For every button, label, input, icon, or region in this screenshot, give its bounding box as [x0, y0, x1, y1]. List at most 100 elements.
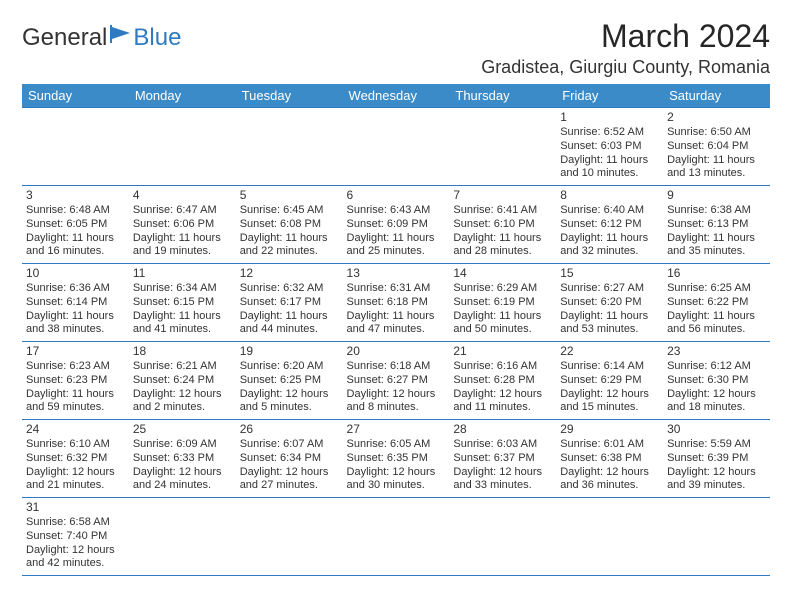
calendar-cell: 30Sunrise: 5:59 AMSunset: 6:39 PMDayligh…: [663, 420, 770, 498]
daylight-line-1: Daylight: 12 hours: [347, 466, 446, 480]
daylight-line-2: and 59 minutes.: [26, 401, 125, 415]
day-number: 6: [347, 188, 446, 203]
calendar-cell: 4Sunrise: 6:47 AMSunset: 6:06 PMDaylight…: [129, 186, 236, 264]
daylight-line-2: and 21 minutes.: [26, 479, 125, 493]
sunrise-line: Sunrise: 6:48 AM: [26, 204, 125, 218]
calendar-week-row: 24Sunrise: 6:10 AMSunset: 6:32 PMDayligh…: [22, 420, 770, 498]
day-header-row: SundayMondayTuesdayWednesdayThursdayFrid…: [22, 84, 770, 108]
sunrise-line: Sunrise: 6:01 AM: [560, 438, 659, 452]
daylight-line-1: Daylight: 12 hours: [667, 466, 766, 480]
daylight-line-2: and 27 minutes.: [240, 479, 339, 493]
sunrise-line: Sunrise: 6:34 AM: [133, 282, 232, 296]
sunset-line: Sunset: 6:19 PM: [453, 296, 552, 310]
sunrise-line: Sunrise: 6:32 AM: [240, 282, 339, 296]
day-number: 22: [560, 344, 659, 359]
daylight-line-1: Daylight: 11 hours: [560, 232, 659, 246]
sunrise-line: Sunrise: 6:50 AM: [667, 126, 766, 140]
day-number: 31: [26, 500, 125, 515]
calendar-cell: [343, 498, 450, 576]
day-number: 26: [240, 422, 339, 437]
daylight-line-1: Daylight: 11 hours: [667, 154, 766, 168]
daylight-line-1: Daylight: 11 hours: [240, 232, 339, 246]
daylight-line-2: and 33 minutes.: [453, 479, 552, 493]
day-number: 27: [347, 422, 446, 437]
daylight-line-2: and 38 minutes.: [26, 323, 125, 337]
month-title: March 2024: [481, 18, 770, 55]
header: GeneralBlue March 2024 Gradistea, Giurgi…: [22, 18, 770, 78]
calendar-cell: [449, 498, 556, 576]
daylight-line-1: Daylight: 12 hours: [453, 388, 552, 402]
calendar-cell: 1Sunrise: 6:52 AMSunset: 6:03 PMDaylight…: [556, 108, 663, 186]
daylight-line-2: and 56 minutes.: [667, 323, 766, 337]
daylight-line-2: and 15 minutes.: [560, 401, 659, 415]
daylight-line-2: and 39 minutes.: [667, 479, 766, 493]
day-number: 18: [133, 344, 232, 359]
calendar-cell: 28Sunrise: 6:03 AMSunset: 6:37 PMDayligh…: [449, 420, 556, 498]
calendar-cell: 25Sunrise: 6:09 AMSunset: 6:33 PMDayligh…: [129, 420, 236, 498]
sunset-line: Sunset: 6:09 PM: [347, 218, 446, 232]
sunrise-line: Sunrise: 6:03 AM: [453, 438, 552, 452]
calendar-cell: [22, 108, 129, 186]
day-number: 28: [453, 422, 552, 437]
daylight-line-2: and 2 minutes.: [133, 401, 232, 415]
calendar-cell: 15Sunrise: 6:27 AMSunset: 6:20 PMDayligh…: [556, 264, 663, 342]
day-number: 23: [667, 344, 766, 359]
daylight-line-2: and 18 minutes.: [667, 401, 766, 415]
calendar-cell: 26Sunrise: 6:07 AMSunset: 6:34 PMDayligh…: [236, 420, 343, 498]
sunrise-line: Sunrise: 6:05 AM: [347, 438, 446, 452]
logo-text-1: General: [22, 24, 107, 52]
calendar-week-row: 31Sunrise: 6:58 AMSunset: 7:40 PMDayligh…: [22, 498, 770, 576]
daylight-line-1: Daylight: 12 hours: [26, 544, 125, 558]
sunset-line: Sunset: 6:39 PM: [667, 452, 766, 466]
sunset-line: Sunset: 6:24 PM: [133, 374, 232, 388]
calendar-cell: 24Sunrise: 6:10 AMSunset: 6:32 PMDayligh…: [22, 420, 129, 498]
sunrise-line: Sunrise: 6:47 AM: [133, 204, 232, 218]
sunrise-line: Sunrise: 6:25 AM: [667, 282, 766, 296]
daylight-line-1: Daylight: 11 hours: [240, 310, 339, 324]
daylight-line-2: and 30 minutes.: [347, 479, 446, 493]
calendar-cell: 21Sunrise: 6:16 AMSunset: 6:28 PMDayligh…: [449, 342, 556, 420]
daylight-line-1: Daylight: 11 hours: [133, 232, 232, 246]
calendar-cell: 6Sunrise: 6:43 AMSunset: 6:09 PMDaylight…: [343, 186, 450, 264]
day-header: Sunday: [22, 84, 129, 108]
calendar-body: 1Sunrise: 6:52 AMSunset: 6:03 PMDaylight…: [22, 108, 770, 576]
daylight-line-1: Daylight: 11 hours: [133, 310, 232, 324]
calendar-cell: 8Sunrise: 6:40 AMSunset: 6:12 PMDaylight…: [556, 186, 663, 264]
calendar-cell: 31Sunrise: 6:58 AMSunset: 7:40 PMDayligh…: [22, 498, 129, 576]
sunrise-line: Sunrise: 6:10 AM: [26, 438, 125, 452]
day-number: 4: [133, 188, 232, 203]
calendar-cell: 10Sunrise: 6:36 AMSunset: 6:14 PMDayligh…: [22, 264, 129, 342]
daylight-line-1: Daylight: 11 hours: [667, 310, 766, 324]
daylight-line-2: and 42 minutes.: [26, 557, 125, 571]
day-header: Thursday: [449, 84, 556, 108]
sunset-line: Sunset: 6:28 PM: [453, 374, 552, 388]
calendar-week-row: 3Sunrise: 6:48 AMSunset: 6:05 PMDaylight…: [22, 186, 770, 264]
sunrise-line: Sunrise: 6:14 AM: [560, 360, 659, 374]
sunrise-line: Sunrise: 6:20 AM: [240, 360, 339, 374]
sunset-line: Sunset: 6:13 PM: [667, 218, 766, 232]
sunrise-line: Sunrise: 6:09 AM: [133, 438, 232, 452]
sunrise-line: Sunrise: 6:07 AM: [240, 438, 339, 452]
daylight-line-2: and 41 minutes.: [133, 323, 232, 337]
daylight-line-1: Daylight: 11 hours: [347, 232, 446, 246]
calendar-cell: [556, 498, 663, 576]
daylight-line-1: Daylight: 11 hours: [26, 388, 125, 402]
sunset-line: Sunset: 6:25 PM: [240, 374, 339, 388]
daylight-line-2: and 16 minutes.: [26, 245, 125, 259]
sunrise-line: Sunrise: 6:12 AM: [667, 360, 766, 374]
sunrise-line: Sunrise: 6:27 AM: [560, 282, 659, 296]
daylight-line-2: and 19 minutes.: [133, 245, 232, 259]
daylight-line-1: Daylight: 11 hours: [26, 232, 125, 246]
sunset-line: Sunset: 6:04 PM: [667, 140, 766, 154]
sunrise-line: Sunrise: 6:58 AM: [26, 516, 125, 530]
day-header: Friday: [556, 84, 663, 108]
day-number: 24: [26, 422, 125, 437]
day-number: 8: [560, 188, 659, 203]
daylight-line-2: and 28 minutes.: [453, 245, 552, 259]
daylight-line-1: Daylight: 11 hours: [453, 232, 552, 246]
sunset-line: Sunset: 6:12 PM: [560, 218, 659, 232]
daylight-line-2: and 36 minutes.: [560, 479, 659, 493]
day-number: 14: [453, 266, 552, 281]
sunrise-line: Sunrise: 6:36 AM: [26, 282, 125, 296]
day-number: 11: [133, 266, 232, 281]
